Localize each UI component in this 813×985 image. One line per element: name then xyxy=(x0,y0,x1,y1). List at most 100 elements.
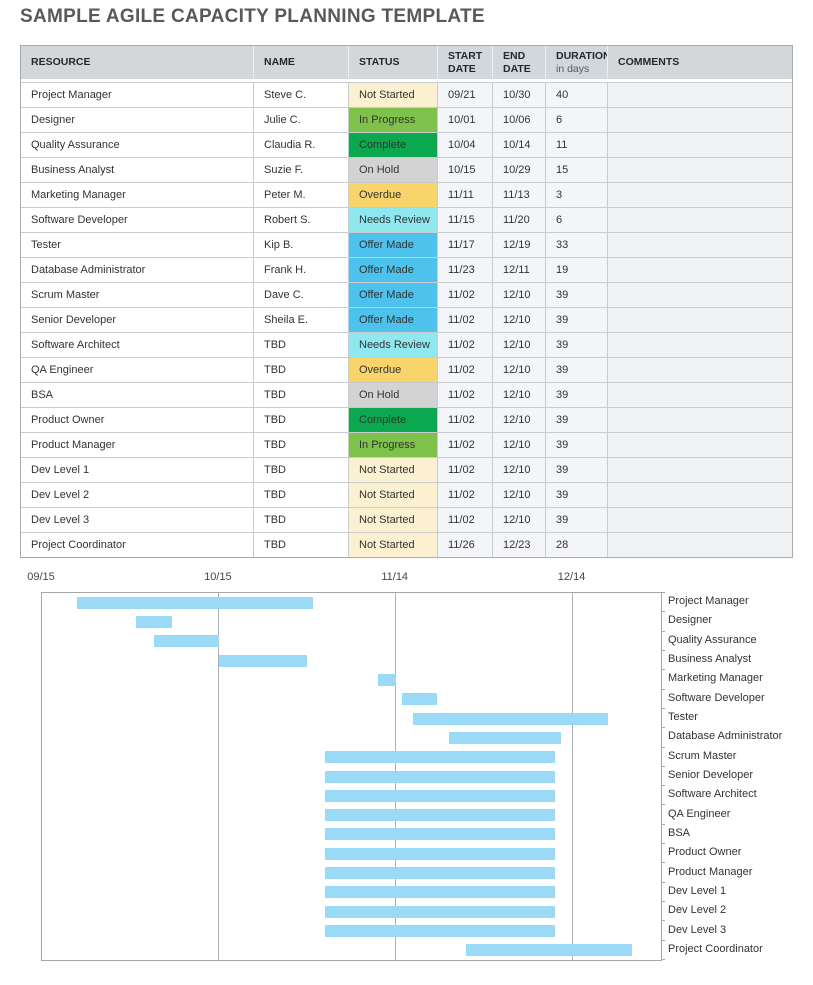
gantt-axis-tick xyxy=(661,939,665,941)
gantt-row-label: QA Engineer xyxy=(668,807,731,820)
duration-cell: 39 xyxy=(546,308,608,332)
gantt-date-label: 11/14 xyxy=(381,571,409,583)
table-row: Software Developer Robert S. Needs Review 1… xyxy=(21,207,792,232)
gantt-bar xyxy=(218,654,308,667)
table-row: Senior Developer Sheila E. Offer Made 11/02… xyxy=(21,307,792,332)
header-duration-sub: in days xyxy=(556,62,590,75)
end-date-cell: 12/10 xyxy=(493,333,546,357)
name-cell: TBD xyxy=(254,358,349,382)
status-cell: Needs Review xyxy=(349,208,438,232)
name-cell: Robert S. xyxy=(254,208,349,232)
resource-cell: Project Manager xyxy=(21,83,254,107)
header-resource-label: RESOURCE xyxy=(31,56,91,69)
comment-cell xyxy=(608,233,792,257)
name-cell: Dave C. xyxy=(254,283,349,307)
end-date-cell: 10/30 xyxy=(493,83,546,107)
comment-cell xyxy=(608,308,792,332)
duration-cell: 39 xyxy=(546,408,608,432)
status-cell: Offer Made xyxy=(349,308,438,332)
start-date-cell: 11/02 xyxy=(438,508,493,532)
gantt-row-label: Senior Developer xyxy=(668,769,753,781)
table-row: Tester Kip B. Offer Made 11/17 12/19 33 xyxy=(21,232,792,257)
table-row: Project Coordinator TBD Not Started 11/26 12… xyxy=(21,532,792,557)
table-row: Quality Assurance Claudia R. Complete 10/04… xyxy=(21,132,792,157)
duration-cell: 39 xyxy=(546,433,608,457)
gantt-axis-tick xyxy=(661,881,665,883)
table-row: Software Architect TBD Needs Review 11/02 12… xyxy=(21,332,792,357)
resource-cell: Business Analyst xyxy=(21,158,254,182)
gantt-row-label: Product Owner xyxy=(668,846,742,859)
name-cell: TBD xyxy=(254,333,349,357)
header-end-line1: END xyxy=(503,50,526,63)
name-cell: Julie C. xyxy=(254,108,349,132)
end-date-cell: 12/10 xyxy=(493,283,546,307)
header-duration: DURATION in days xyxy=(546,46,608,79)
duration-cell: 6 xyxy=(546,108,608,132)
gantt-row-label: Tester xyxy=(668,711,698,724)
comment-cell xyxy=(608,283,792,307)
duration-cell: 19 xyxy=(546,258,608,282)
table-row: BSA TBD On Hold 11/02 12/10 39 xyxy=(21,382,792,407)
gantt-axis-tick xyxy=(661,746,665,748)
end-date-cell: 12/10 xyxy=(493,383,546,407)
gantt-bar xyxy=(77,596,314,609)
gantt-axis-tick xyxy=(661,649,665,651)
comment-cell xyxy=(608,408,792,432)
gantt-row-label: Business Analyst xyxy=(668,653,752,666)
gantt-axis-tick xyxy=(661,920,665,922)
gantt-row-label: BSA xyxy=(668,826,691,839)
end-date-cell: 12/10 xyxy=(493,433,546,457)
end-date-cell: 12/19 xyxy=(493,233,546,257)
gantt-bar xyxy=(324,847,555,860)
header-comments-label: COMMENTS xyxy=(618,56,680,69)
start-date-cell: 11/02 xyxy=(438,308,493,332)
start-date-cell: 11/02 xyxy=(438,383,493,407)
end-date-cell: 10/14 xyxy=(493,133,546,157)
gantt-bar xyxy=(324,751,555,764)
status-cell: Offer Made xyxy=(349,283,438,307)
duration-cell: 39 xyxy=(546,508,608,532)
comment-cell xyxy=(608,333,792,357)
table-row: Marketing Manager Peter M. Overdue 11/11 11/… xyxy=(21,182,792,207)
header-end-line2: DATE xyxy=(503,62,531,75)
status-cell: In Progress xyxy=(349,108,438,132)
gantt-bar xyxy=(324,770,555,783)
gantt-bar xyxy=(401,693,437,706)
header-start-line2: DATE xyxy=(448,62,476,75)
gantt-gridline xyxy=(218,593,220,960)
gantt-axis-tick xyxy=(661,611,665,613)
gantt-axis-tick xyxy=(661,592,665,593)
end-date-cell: 11/20 xyxy=(493,208,546,232)
table-row: Dev Level 3 TBD Not Started 11/02 12/10 39 xyxy=(21,507,792,532)
gantt-row-label: Dev Level 1 xyxy=(668,884,727,897)
resource-cell: Senior Developer xyxy=(21,308,254,332)
gantt-row-label: Quality Assurance xyxy=(668,633,757,646)
start-date-cell: 09/21 xyxy=(438,83,493,107)
resource-cell: Database Administrator xyxy=(21,258,254,282)
gantt-axis-tick xyxy=(661,823,665,825)
gantt-axis-tick xyxy=(661,669,665,671)
gantt-bar xyxy=(136,615,172,628)
resource-cell: Dev Level 1 xyxy=(21,458,254,482)
header-name-label: NAME xyxy=(264,56,295,69)
start-date-cell: 11/02 xyxy=(438,408,493,432)
gantt-axis-tick xyxy=(661,804,665,806)
duration-cell: 39 xyxy=(546,458,608,482)
gantt-plot-area xyxy=(41,592,662,961)
comment-cell xyxy=(608,83,792,107)
resource-cell: Dev Level 3 xyxy=(21,508,254,532)
gantt-axis-tick xyxy=(661,688,665,690)
duration-cell: 11 xyxy=(546,133,608,157)
resource-cell: Scrum Master xyxy=(21,283,254,307)
gantt-row-label: Project Manager xyxy=(668,595,749,608)
resource-cell: Quality Assurance xyxy=(21,133,254,157)
gantt-row-label: Scrum Master xyxy=(668,749,737,762)
start-date-cell: 10/01 xyxy=(438,108,493,132)
status-cell: Not Started xyxy=(349,458,438,482)
gantt-axis-tick xyxy=(661,630,665,632)
resource-cell: BSA xyxy=(21,383,254,407)
duration-cell: 40 xyxy=(546,83,608,107)
resource-cell: Product Owner xyxy=(21,408,254,432)
resource-cell: Tester xyxy=(21,233,254,257)
resource-cell: Marketing Manager xyxy=(21,183,254,207)
